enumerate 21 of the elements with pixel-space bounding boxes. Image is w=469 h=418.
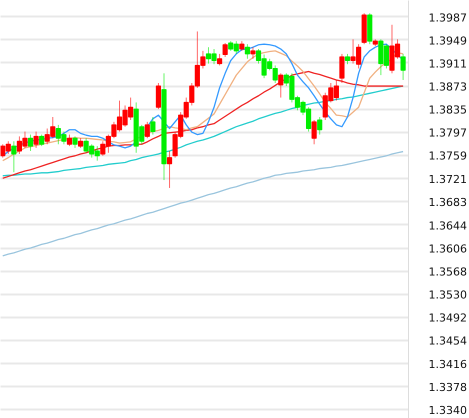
y-tick-label: 1.3683 xyxy=(428,196,467,209)
y-tick-label: 1.3835 xyxy=(428,104,467,117)
y-tick-label: 1.3530 xyxy=(428,288,467,302)
line-series xyxy=(2,70,404,179)
line-series xyxy=(2,85,404,176)
y-tick-label: 1.3759 xyxy=(428,150,467,163)
y-tick-label: 1.3378 xyxy=(428,380,467,394)
y-tick-label: 1.3492 xyxy=(428,312,467,325)
y-tick-label: 1.3454 xyxy=(428,334,467,348)
y-tick-label: 1.3340 xyxy=(428,404,467,417)
y-tick-label: 1.3949 xyxy=(428,34,467,48)
y-tick-label: 1.3797 xyxy=(428,126,467,140)
y-tick-label: 1.3911 xyxy=(428,57,467,70)
line-series xyxy=(2,150,404,257)
y-tick-label: 1.3606 xyxy=(428,242,467,256)
y-tick-label: 1.3416 xyxy=(428,358,467,371)
y-tick-label: 1.3568 xyxy=(428,266,467,279)
y-tick-label: 1.3644 xyxy=(428,219,467,232)
y-tick-label: 1.3721 xyxy=(428,172,467,186)
y-tick-label: 1.3873 xyxy=(428,80,467,94)
y-tick-label: 1.3987 xyxy=(428,11,467,24)
